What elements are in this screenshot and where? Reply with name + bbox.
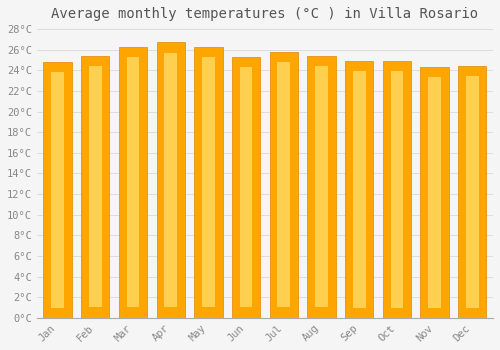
Bar: [89, 66, 102, 307]
Bar: [81, 56, 110, 318]
Bar: [383, 61, 411, 318]
Bar: [232, 57, 260, 318]
Title: Average monthly temperatures (°C ) in Villa Rosario: Average monthly temperatures (°C ) in Vi…: [52, 7, 478, 21]
Bar: [194, 47, 222, 318]
Bar: [44, 62, 72, 318]
Bar: [126, 57, 140, 307]
Bar: [308, 56, 336, 318]
Bar: [164, 54, 177, 307]
Bar: [428, 77, 441, 308]
Bar: [345, 61, 374, 318]
Bar: [420, 67, 449, 318]
Bar: [202, 57, 214, 307]
Bar: [315, 66, 328, 307]
Bar: [51, 72, 64, 308]
Bar: [119, 47, 147, 318]
Bar: [240, 67, 252, 307]
Bar: [156, 42, 185, 318]
Bar: [390, 71, 404, 308]
Bar: [353, 71, 366, 308]
Bar: [278, 62, 290, 307]
Bar: [458, 66, 486, 318]
Bar: [466, 76, 478, 308]
Bar: [270, 52, 298, 318]
